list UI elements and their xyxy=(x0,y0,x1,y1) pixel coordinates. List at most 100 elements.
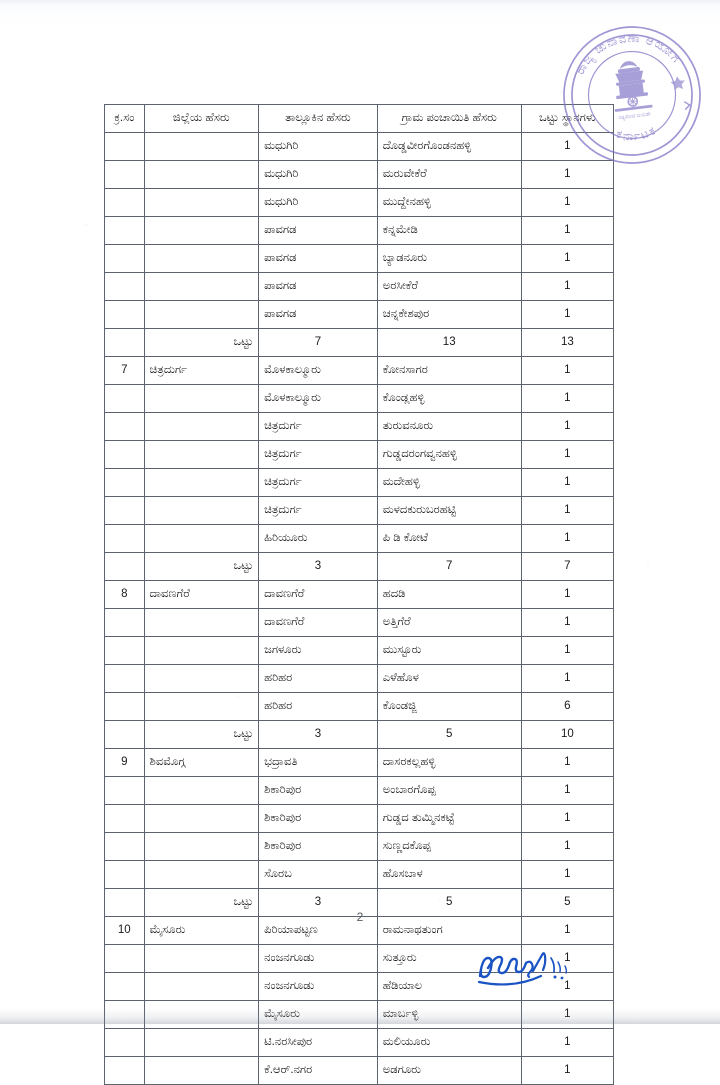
cell-taluk-name: ಶಿಕಾರಿಪುರ xyxy=(258,776,378,805)
cell-total-gp-count: 5 xyxy=(376,888,522,917)
cell-total-taluk-count: 3 xyxy=(258,720,378,749)
cell-total-gp-count: 13 xyxy=(376,328,522,357)
cell-gram-panchayat-name: ಅತ್ತಿಗೆರೆ xyxy=(376,608,522,637)
svg-text:ರಾಜ್ಯ ಚುನಾವಣಾ ಆಯೋಗ: ರಾಜ್ಯ ಚುನಾವಣಾ ಆಯೋಗ xyxy=(571,27,683,78)
cell-district-name xyxy=(143,216,260,245)
cell-total-seats: 1 xyxy=(520,524,615,553)
stamp-bottom-text: ಕರ್ನಾಟಕ xyxy=(613,122,660,147)
cell-total-seats: 1 xyxy=(520,580,615,609)
cell-total-seats: 1 xyxy=(520,496,615,525)
cell-taluk-name: ಶಿಕಾರಿಪುರ xyxy=(258,804,378,833)
cell-serial-number xyxy=(104,384,145,413)
cell-total-seats: 1 xyxy=(520,412,615,441)
cell-district-name xyxy=(143,524,260,553)
gram-panchayat-seats-table: ಕ್ರ.ಸಂ ಜಿಲ್ಲೆಯ ಹೆಸರು ತಾಲ್ಲೂಕಿನ ಹೆಸರು ಗ್ರ… xyxy=(104,104,615,1085)
table-row: ಹಿರಿಯೂರು ಪಿ ಡಿ ಕೋಟೆ 1 xyxy=(104,524,615,553)
cell-total-label: ಒಟ್ಟು xyxy=(143,328,260,357)
table-row: ಸೊರಬ ಹೊಸಬಾಳ 1 xyxy=(104,860,615,889)
cell-taluk-name: ಪಾವಗಡ xyxy=(258,272,378,301)
cell-district-name xyxy=(143,132,260,161)
table-row: ಹರಿಹರ ಎಳೆಹೊಳ 1 xyxy=(104,664,615,693)
cell-serial-number xyxy=(104,860,145,889)
cell-taluk-name: ನಂಜನಗೂಡು xyxy=(258,944,378,973)
table-row: ಶಿಕಾರಿಪುರ ಅಂಬಾರಗೊಪ್ಪ 1 xyxy=(104,776,615,805)
cell-total-seats: 1 xyxy=(520,748,615,777)
cell-serial-number xyxy=(104,692,145,721)
table-body: ಮಧುಗಿರಿ ದೊಡ್ಡವೀರಗೊಂಡನಹಳ್ಳಿ 1 ಮಧುಗಿರಿ ಮರುವೇಕೆ… xyxy=(104,132,615,1085)
table-row: ಜಗಳೂರು ಮುಸ್ಟೂರು 1 xyxy=(104,636,615,665)
cell-district-name: ಮೈಸೂರು xyxy=(143,916,260,945)
ashoka-lion-capital-emblem xyxy=(614,61,653,112)
table-row: ಶಿಕಾರಿಪುರ ಸುಣ್ಣದಕೊಪ್ಪ 1 xyxy=(104,832,615,861)
cell-gram-panchayat-name: ತುರುವನೂರು xyxy=(376,412,522,441)
cell-total-seats: 1 xyxy=(520,300,615,329)
cell-district-name xyxy=(143,1056,260,1085)
cell-serial-number xyxy=(104,776,145,805)
cell-district-name xyxy=(143,860,260,889)
cell-taluk-name: ಚಿತ್ರದುರ್ಗ xyxy=(258,412,378,441)
cell-taluk-name: ಪಾವಗಡ xyxy=(258,216,378,245)
column-header-taluk-name: ತಾಲ್ಲೂಕಿನ ಹೆಸರು xyxy=(258,104,378,133)
cell-total-seats: 1 xyxy=(520,972,615,1001)
cell-total-seats: 1 xyxy=(520,272,615,301)
cell-serial-number xyxy=(104,412,145,441)
cell-total-taluk-count: 7 xyxy=(258,328,378,357)
cell-gram-panchayat-name: ಸುತ್ತೂರು xyxy=(376,944,522,973)
cell-district-name xyxy=(143,244,260,273)
cell-gram-panchayat-name: ಕೊಂಡಜ್ಜಿ xyxy=(376,692,522,721)
cell-serial-number xyxy=(104,720,145,749)
table-row: 9 ಶಿವಮೊಗ್ಗ ಭದ್ರಾವತಿ ದಾಸರಕಲ್ಲಹಳ್ಳಿ 1 xyxy=(104,748,615,777)
cell-taluk-name: ಮಧುಗಿರಿ xyxy=(258,160,378,189)
cell-gram-panchayat-name: ದೊಡ್ಡವೀರಗೊಂಡನಹಳ್ಳಿ xyxy=(376,132,522,161)
svg-text:ಕರ್ನಾಟಕ: ಕರ್ನಾಟಕ xyxy=(613,122,660,147)
table-row: ಪಾವಗಡ ಚನ್ನಕೇಶಪುರ 1 xyxy=(104,300,615,329)
table-row: ಚಿತ್ರದುರ್ಗ ತುರುವನೂರು 1 xyxy=(104,412,615,441)
cell-gram-panchayat-name: ಗುಡ್ಡದ ತುಮ್ಮಿನಕಟ್ಟೆ xyxy=(376,804,522,833)
cell-total-seats: 1 xyxy=(520,776,615,805)
table-row: ಪಾವಗಡ ಅರಸೀಕೆರೆ 1 xyxy=(104,272,615,301)
cell-gram-panchayat-name: ದಾಸರಕಲ್ಲಹಳ್ಳಿ xyxy=(376,748,522,777)
page-number: 2 xyxy=(356,910,364,924)
cell-taluk-name: ಪಾವಗಡ xyxy=(258,244,378,273)
cell-district-name xyxy=(143,972,260,1001)
cell-serial-number xyxy=(104,1056,145,1085)
cell-taluk-name: ಸೊರಬ xyxy=(258,860,378,889)
cell-taluk-name: ಜಗಳೂರು xyxy=(258,636,378,665)
cell-district-name xyxy=(143,1028,260,1057)
cell-serial-number xyxy=(104,608,145,637)
cell-gram-panchayat-name: ಹೊಸಬಾಳ xyxy=(376,860,522,889)
table-row: 7 ಚಿತ್ರದುರ್ಗ ಮೊಳಕಾಲ್ಮೂರು ಕೋನಸಾಗರ 1 xyxy=(104,356,615,385)
cell-total-seats: 1 xyxy=(520,132,615,161)
cell-total-seats: 1 xyxy=(520,216,615,245)
cell-serial-number xyxy=(104,944,145,973)
cell-taluk-name: ಪಿರಿಯಾಪಟ್ಟಣ xyxy=(258,916,378,945)
cell-taluk-name: ಟಿ.ನರಸೀಪುರ xyxy=(258,1028,378,1057)
cell-total-seats: 1 xyxy=(520,804,615,833)
cell-serial-number xyxy=(104,244,145,273)
cell-gram-panchayat-name: ಅರಸೀಕೆರೆ xyxy=(376,272,522,301)
table-header-row: ಕ್ರ.ಸಂ ಜಿಲ್ಲೆಯ ಹೆಸರು ತಾಲ್ಲೂಕಿನ ಹೆಸರು ಗ್ರ… xyxy=(104,104,615,133)
cell-serial-number xyxy=(104,132,145,161)
cell-total-label: ಒಟ್ಟು xyxy=(143,552,260,581)
cell-total-seats: 1 xyxy=(520,188,615,217)
column-header-gram-panchayat-name: ಗ್ರಾಮ ಪಂಚಾಯಿತಿ ಹೆಸರು xyxy=(376,104,522,133)
cell-gram-panchayat-name: ಅಂಬಾರಗೊಪ್ಪ xyxy=(376,776,522,805)
cell-district-name xyxy=(143,188,260,217)
cell-gram-panchayat-name: ಪಿ ಡಿ ಕೋಟೆ xyxy=(376,524,522,553)
table-row: ಹರಿಹರ ಕೊಂಡಜ್ಜಿ 6 xyxy=(104,692,615,721)
cell-serial-number xyxy=(104,888,145,917)
cell-taluk-name: ಚಿತ್ರದುರ್ಗ xyxy=(258,496,378,525)
stamp-top-text: ರಾಜ್ಯ ಚುನಾವಣಾ ಆಯೋಗ xyxy=(571,27,683,78)
cell-taluk-name: ಮೊಳಕಾಲ್ಮೂರು xyxy=(258,356,378,385)
table-total-row: ಒಟ್ಟು 3 5 5 xyxy=(104,888,615,917)
table-header: ಕ್ರ.ಸಂ ಜಿಲ್ಲೆಯ ಹೆಸರು ತಾಲ್ಲೂಕಿನ ಹೆಸರು ಗ್ರ… xyxy=(104,104,615,133)
cell-gram-panchayat-name: ಮರುವೇಕೆರೆ xyxy=(376,160,522,189)
cell-gram-panchayat-name: ಅಡಗೂರು xyxy=(376,1056,522,1085)
cell-taluk-name: ಹರಿಹರ xyxy=(258,692,378,721)
column-header-district-name: ಜಿಲ್ಲೆಯ ಹೆಸರು xyxy=(143,104,260,133)
cell-district-name: ಶಿವಮೊಗ್ಗ xyxy=(143,748,260,777)
cell-total-seats: 1 xyxy=(520,860,615,889)
cell-district-name xyxy=(143,832,260,861)
cell-serial-number xyxy=(104,524,145,553)
table-row: ಮಧುಗಿರಿ ಮರುವೇಕೆರೆ 1 xyxy=(104,160,615,189)
